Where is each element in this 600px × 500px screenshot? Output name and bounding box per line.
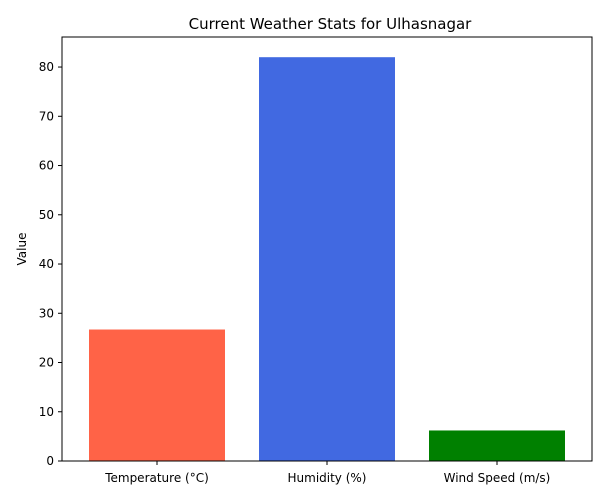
y-axis-label: Value — [15, 233, 29, 266]
y-tick-label: 0 — [46, 454, 54, 468]
bar-2 — [429, 430, 565, 461]
y-tick-label: 70 — [39, 109, 54, 123]
plot-area-frame — [61, 36, 593, 462]
y-tick-label: 30 — [39, 306, 54, 320]
y-tick-label: 10 — [39, 405, 54, 419]
y-ticks-group: 0 10 20 30 40 50 60 70 80 — [39, 60, 62, 468]
x-tick-label: Humidity (%) — [288, 471, 367, 485]
x-tick-label: Wind Speed (m/s) — [444, 471, 551, 485]
bar-1 — [259, 57, 395, 461]
y-tick-label: 60 — [39, 159, 54, 173]
x-ticks-group: Temperature (°C) Humidity (%) Wind Speed (… — [104, 461, 550, 485]
bar-0 — [89, 329, 225, 461]
y-tick-label: 50 — [39, 208, 54, 222]
x-tick-label: Temperature (°C) — [104, 471, 209, 485]
y-tick-label: 20 — [39, 356, 54, 370]
chart-title: Current Weather Stats for Ulhasnagar — [189, 15, 473, 33]
y-tick-label: 40 — [39, 257, 54, 271]
y-tick-label: 80 — [39, 60, 54, 74]
bars-group — [89, 57, 565, 461]
